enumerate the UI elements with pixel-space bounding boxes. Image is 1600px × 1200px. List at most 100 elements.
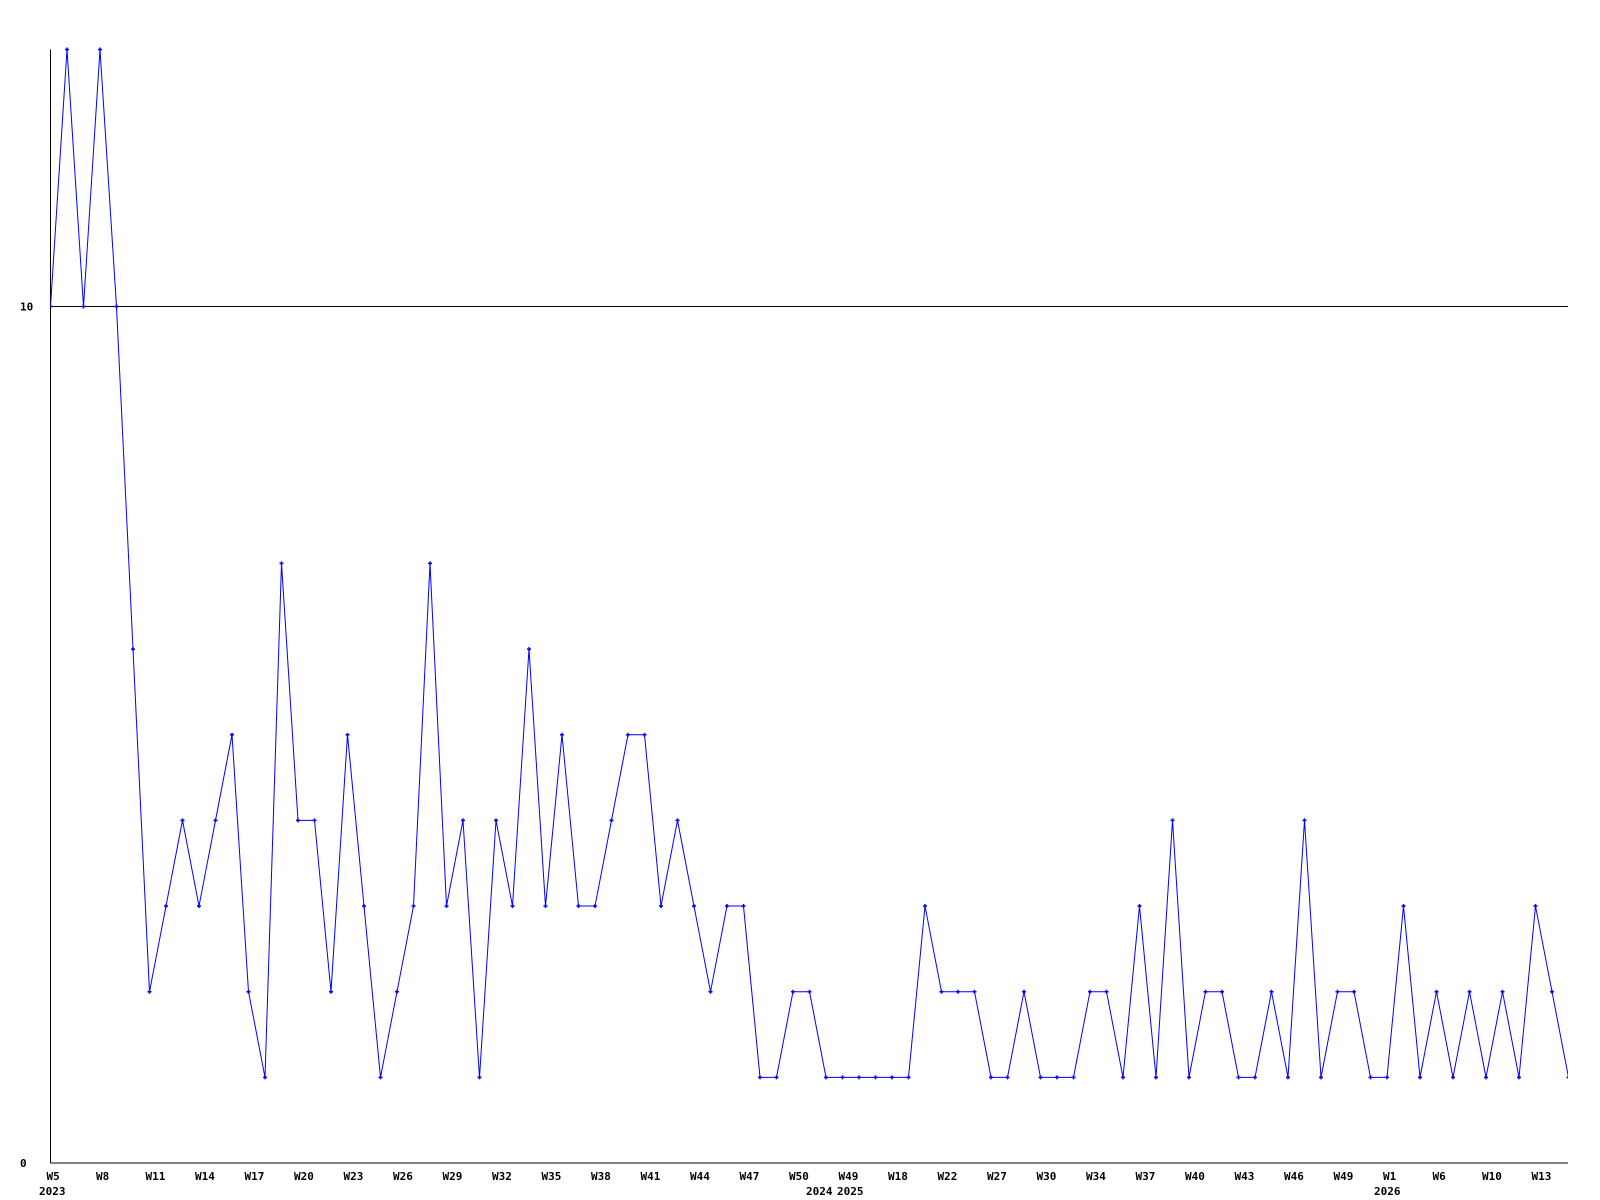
x-tick-label: W14	[195, 1170, 215, 1183]
data-point	[758, 1075, 762, 1080]
data-point	[1352, 989, 1356, 994]
data-point	[1302, 818, 1307, 823]
data-point	[230, 732, 234, 737]
data-point	[791, 989, 795, 994]
data-point	[378, 1075, 383, 1080]
data-point	[1104, 989, 1109, 994]
data-point	[1286, 1075, 1290, 1080]
x-tick-label: W10	[1482, 1170, 1502, 1183]
data-point	[1236, 1075, 1241, 1080]
data-point	[494, 818, 498, 823]
year-label: 2026	[1374, 1185, 1401, 1198]
data-point	[1055, 1075, 1059, 1080]
data-point	[840, 1075, 845, 1080]
data-point	[956, 989, 960, 994]
x-tick-label: W47	[740, 1170, 760, 1183]
data-point	[890, 1075, 894, 1080]
x-tick-label: W17	[245, 1170, 265, 1183]
data-point	[1088, 989, 1092, 994]
x-tick-label: W44	[690, 1170, 710, 1183]
data-point	[1434, 989, 1439, 994]
x-tick-label: W27	[987, 1170, 1007, 1183]
x-tick-label: W38	[591, 1170, 611, 1183]
data-point	[362, 904, 366, 909]
year-label: 2024	[806, 1185, 833, 1198]
x-tick-label: W23	[344, 1170, 364, 1183]
x-tick-label: W6	[1433, 1170, 1447, 1183]
data-point	[675, 818, 680, 823]
data-point	[329, 989, 333, 994]
y-tick-label: 10	[20, 300, 33, 313]
data-point	[246, 989, 251, 994]
data-point	[857, 1075, 861, 1080]
x-tick-label: W1	[1383, 1170, 1397, 1183]
data-point	[527, 647, 531, 652]
data-point	[98, 47, 102, 52]
data-point	[395, 989, 399, 994]
data-point	[807, 989, 812, 994]
data-point	[626, 732, 630, 737]
data-point	[1022, 989, 1026, 994]
x-tick-label: W11	[146, 1170, 166, 1183]
data-point	[345, 732, 350, 737]
x-tick-label: W22	[938, 1170, 958, 1183]
x-tick-label: W35	[542, 1170, 562, 1183]
data-point	[972, 989, 977, 994]
data-point	[1038, 1075, 1043, 1080]
data-point	[428, 561, 432, 566]
data-point	[213, 818, 218, 823]
data-point	[1550, 989, 1554, 994]
data-point	[923, 904, 927, 909]
x-tick-label: W49	[839, 1170, 859, 1183]
x-tick-label: W8	[96, 1170, 109, 1183]
series-line-path	[50, 49, 1568, 1078]
data-point	[164, 904, 168, 909]
data-point	[510, 904, 515, 909]
data-point	[444, 904, 449, 909]
data-point	[279, 561, 284, 566]
axes	[50, 49, 1568, 1164]
data-point	[461, 818, 465, 823]
x-tick-label: W5	[47, 1170, 60, 1183]
data-point	[1137, 904, 1142, 909]
x-tick-label: W43	[1235, 1170, 1255, 1183]
data-point	[741, 904, 746, 909]
data-point	[593, 904, 597, 909]
x-tick-label: W50	[789, 1170, 809, 1183]
data-point	[1335, 989, 1340, 994]
data-point	[65, 47, 69, 52]
data-point	[296, 818, 300, 823]
data-point	[1170, 818, 1175, 823]
data-point	[1187, 1075, 1191, 1080]
data-point	[180, 818, 185, 823]
data-point	[411, 904, 416, 909]
data-point	[147, 989, 152, 994]
data-point	[1368, 1075, 1373, 1080]
data-point	[197, 904, 201, 909]
data-point	[989, 1075, 993, 1080]
tick-labels: 0 10 W5 W8 W11 W14 W17 W20 W23 W26 W29 W32 W35 W38 W41…	[20, 300, 1551, 1198]
y-tick-label: 0	[20, 1157, 27, 1170]
data-point	[1401, 904, 1406, 909]
x-tick-label: W41	[641, 1170, 661, 1183]
data-point	[50, 304, 53, 309]
data-point	[1253, 1075, 1257, 1080]
data-point	[659, 904, 663, 909]
data-point	[1203, 989, 1208, 994]
data-point	[708, 989, 713, 994]
x-tick-label: W13	[1532, 1170, 1552, 1183]
data-point	[1418, 1075, 1422, 1080]
data-point	[906, 1075, 911, 1080]
data-point	[1005, 1075, 1010, 1080]
data-point	[1517, 1075, 1521, 1080]
data-point	[1451, 1075, 1455, 1080]
series-group	[50, 47, 1568, 1080]
data-point	[1071, 1075, 1076, 1080]
x-tick-label: W29	[443, 1170, 463, 1183]
series-line	[50, 47, 1568, 1080]
x-tick-label: W46	[1284, 1170, 1304, 1183]
data-point	[1269, 989, 1274, 994]
data-point	[609, 818, 614, 823]
data-point	[576, 904, 581, 909]
